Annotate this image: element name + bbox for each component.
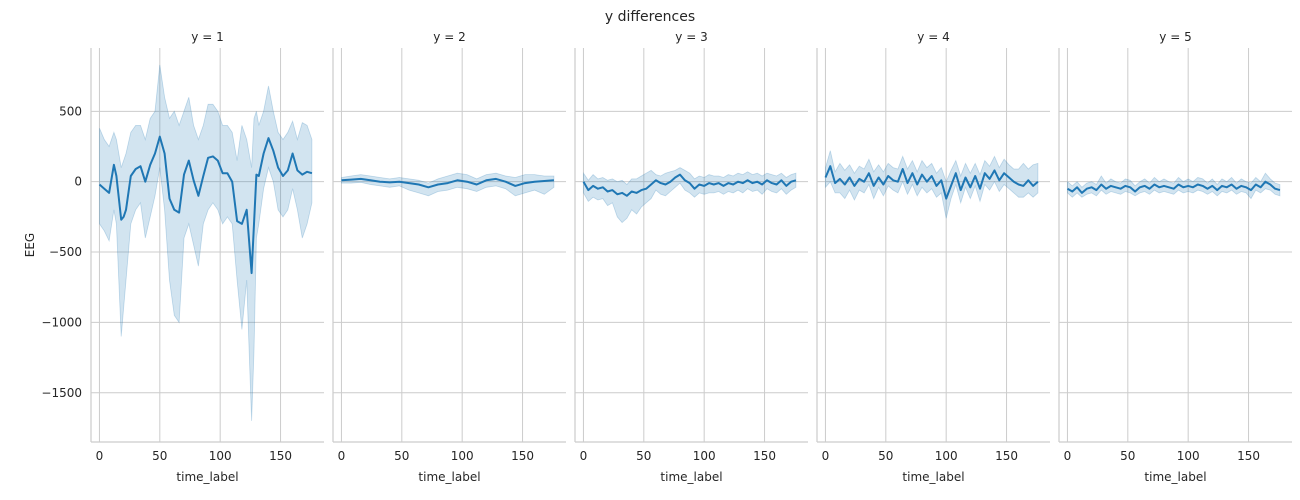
facet-panel-5: y = 5 0 50 100 150 time_label [1058, 30, 1292, 484]
confidence-band [1067, 172, 1281, 200]
y-tick-label: −1500 [41, 386, 82, 400]
x-axis-label: time_label [902, 470, 964, 484]
panel-title: y = 1 [191, 30, 223, 44]
x-tick-label: 50 [878, 449, 893, 463]
x-tick-label: 150 [753, 449, 776, 463]
mean-line [1066, 180, 1281, 194]
y-tick-label: 500 [59, 104, 82, 118]
x-tick-label: 0 [338, 449, 346, 463]
confidence-band [341, 172, 555, 197]
x-tick-label: 100 [209, 449, 232, 463]
x-axis-label: time_label [1144, 470, 1206, 484]
y-axis-label: EEG [23, 233, 37, 257]
facet-panel-1: y = 1 0 50 100 150 time_label −1500 −1000 −500 0 5… [23, 30, 324, 484]
x-axis-label: time_label [176, 470, 238, 484]
panel-title: y = 2 [433, 30, 465, 44]
confidence-band [583, 167, 797, 224]
x-tick-label: 0 [580, 449, 588, 463]
x-tick-label: 50 [1120, 449, 1135, 463]
x-tick-label: 100 [451, 449, 474, 463]
mean-line [98, 135, 313, 275]
x-tick-label: 150 [511, 449, 534, 463]
x-tick-label: 150 [1237, 449, 1260, 463]
facet-panels: y = 1 0 50 100 150 time_label −1500 −1000 −500 0 5… [23, 30, 1292, 484]
facet-panel-4: y = 4 0 50 100 150 time_label [816, 30, 1050, 484]
confidence-band [825, 150, 1039, 219]
x-tick-label: 50 [152, 449, 167, 463]
mean-line [824, 165, 1039, 200]
y-tick-label: −1000 [41, 315, 82, 329]
x-tick-label: 100 [935, 449, 958, 463]
x-tick-label: 0 [822, 449, 830, 463]
panel-title: y = 5 [1159, 30, 1191, 44]
panel-title: y = 3 [675, 30, 707, 44]
x-tick-label: 0 [1064, 449, 1072, 463]
x-tick-label: 0 [96, 449, 104, 463]
x-tick-label: 150 [995, 449, 1018, 463]
x-tick-label: 150 [269, 449, 292, 463]
x-axis-label: time_label [660, 470, 722, 484]
facet-panel-3: y = 3 0 50 100 150 time_label [574, 30, 808, 484]
y-tick-label: 0 [74, 175, 82, 189]
mean-line [582, 173, 797, 197]
mean-line [341, 177, 554, 189]
y-tick-label: −500 [49, 245, 82, 259]
facet-panel-2: y = 2 0 50 100 150 time_label [332, 30, 566, 484]
confidence-band [99, 64, 313, 421]
x-tick-label: 50 [394, 449, 409, 463]
panel-title: y = 4 [917, 30, 949, 44]
x-tick-label: 100 [1177, 449, 1200, 463]
x-tick-label: 50 [636, 449, 651, 463]
figure-title: y differences [605, 9, 695, 25]
x-tick-label: 100 [693, 449, 716, 463]
x-axis-label: time_label [418, 470, 480, 484]
